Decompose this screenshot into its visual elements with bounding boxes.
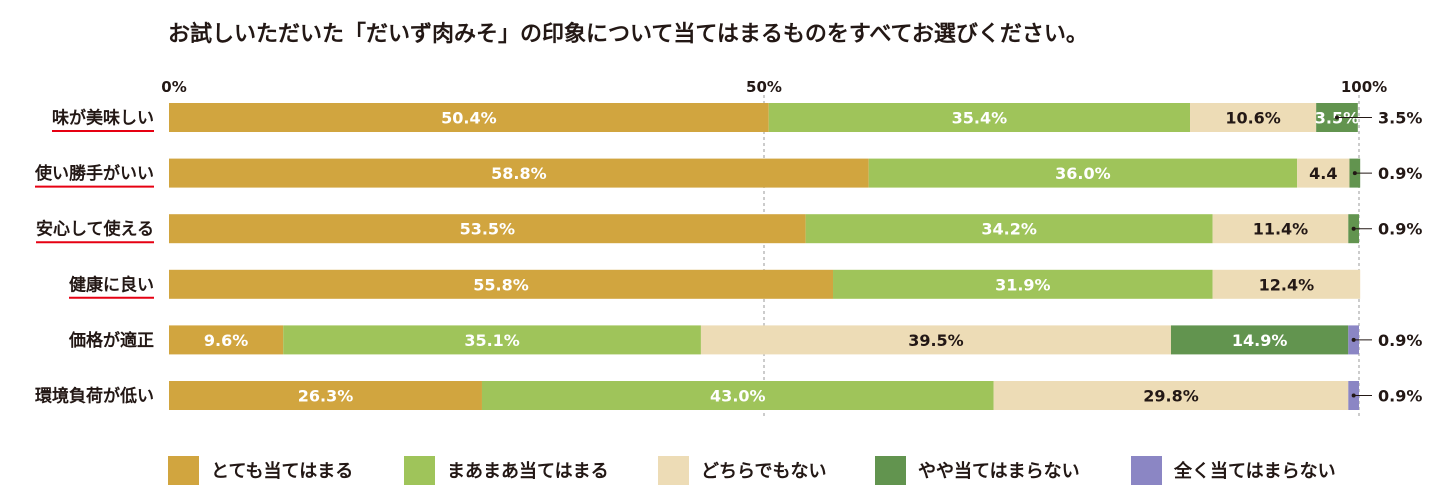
x-tick-label: 50%	[746, 78, 782, 96]
category-label: 環境負荷が低い	[35, 386, 154, 407]
legend-item: 全く当てはまらない	[1131, 456, 1336, 485]
bar-segment	[169, 158, 869, 188]
bar-segment	[169, 325, 284, 355]
category-label: 価格が適正	[68, 330, 154, 351]
legend-item: やや当てはまらない	[875, 456, 1080, 485]
legend-swatch	[404, 456, 435, 485]
legend-item: まあまあ当てはまる	[404, 456, 609, 485]
data-label: 4.4	[1309, 164, 1337, 183]
x-axis-ticks: 0% 50% 100%	[161, 78, 1387, 96]
bar-segment	[169, 103, 769, 132]
data-label: 36.0%	[1055, 164, 1111, 183]
category-label: 健康に良い	[69, 274, 154, 295]
callout-label: 0.9%	[1378, 331, 1422, 350]
legend-label: やや当てはまらない	[918, 460, 1080, 482]
data-label: 39.5%	[908, 331, 964, 350]
data-label: 34.2%	[981, 220, 1037, 239]
bar-segment	[868, 158, 1298, 188]
bar-segment	[1297, 158, 1350, 188]
bar-segment	[169, 269, 834, 299]
bar-segment	[1170, 325, 1349, 355]
category-label: 安心して使える	[36, 219, 154, 240]
data-label: 9.6%	[204, 331, 248, 350]
callout-label: 0.9%	[1378, 164, 1422, 183]
callout-label: 0.9%	[1378, 220, 1422, 239]
category-label: 使い勝手がいい	[34, 163, 154, 184]
category-label: 味が美味しい	[52, 108, 154, 129]
legend-item: とても当てはまる	[168, 456, 353, 485]
callout-label: 0.9%	[1378, 387, 1422, 406]
data-label: 58.8%	[491, 164, 547, 183]
legend-swatch	[1131, 456, 1162, 485]
bar-segment	[169, 381, 482, 410]
legend-swatch	[168, 456, 199, 485]
chart-title: お試しいただいた「だいず肉みそ」の印象について当てはまるものをすべてお選びくださ…	[168, 21, 1088, 47]
data-label: 35.4%	[952, 109, 1008, 128]
data-label: 50.4%	[441, 109, 497, 128]
x-tick-label: 100%	[1341, 78, 1387, 96]
data-label: 10.6%	[1225, 109, 1281, 128]
bar-segment	[700, 325, 1171, 355]
x-tick-label: 0%	[161, 78, 186, 96]
data-label: 35.1%	[464, 331, 520, 350]
bars: 50.4%35.4%10.6%3.5%58.8%36.0%4.453.5%34.…	[169, 103, 1361, 410]
data-label: 29.8%	[1143, 387, 1199, 406]
legend: とても当てはまる まあまあ当てはまる どちらでもない やや当てはまらない 全く当てはまら…	[168, 456, 1336, 485]
legend-label: 全く当てはまらない	[1173, 460, 1336, 482]
callout-label: 3.5%	[1378, 109, 1422, 128]
legend-swatch	[875, 456, 906, 485]
data-label: 53.5%	[460, 220, 516, 239]
gridlines	[763, 95, 1360, 418]
bar-segment	[833, 269, 1213, 299]
bar-segment	[805, 214, 1213, 244]
data-label: 12.4%	[1259, 275, 1315, 294]
bar-segment	[1190, 103, 1317, 132]
bar-segment	[481, 381, 994, 410]
data-label: 55.8%	[473, 275, 529, 294]
bar-segment	[283, 325, 701, 355]
callouts: 3.5% 0.9% 0.9% 0.9% 0.9%	[1334, 109, 1422, 406]
legend-label: とても当てはまる	[211, 460, 353, 482]
legend-label: まあまあ当てはまる	[447, 460, 609, 482]
bar-segment	[1212, 269, 1361, 299]
data-label: 14.9%	[1232, 331, 1288, 350]
data-label: 31.9%	[995, 275, 1051, 294]
legend-label: どちらでもない	[701, 461, 826, 482]
legend-swatch	[658, 456, 689, 485]
legend-item: どちらでもない	[658, 456, 826, 485]
data-label: 43.0%	[710, 387, 766, 406]
bar-segment	[169, 214, 806, 244]
data-label: 26.3%	[298, 387, 354, 406]
bar-segment	[993, 381, 1349, 410]
data-label: 11.4%	[1253, 220, 1309, 239]
bar-segment	[1212, 214, 1349, 244]
bar-segment	[768, 103, 1191, 132]
